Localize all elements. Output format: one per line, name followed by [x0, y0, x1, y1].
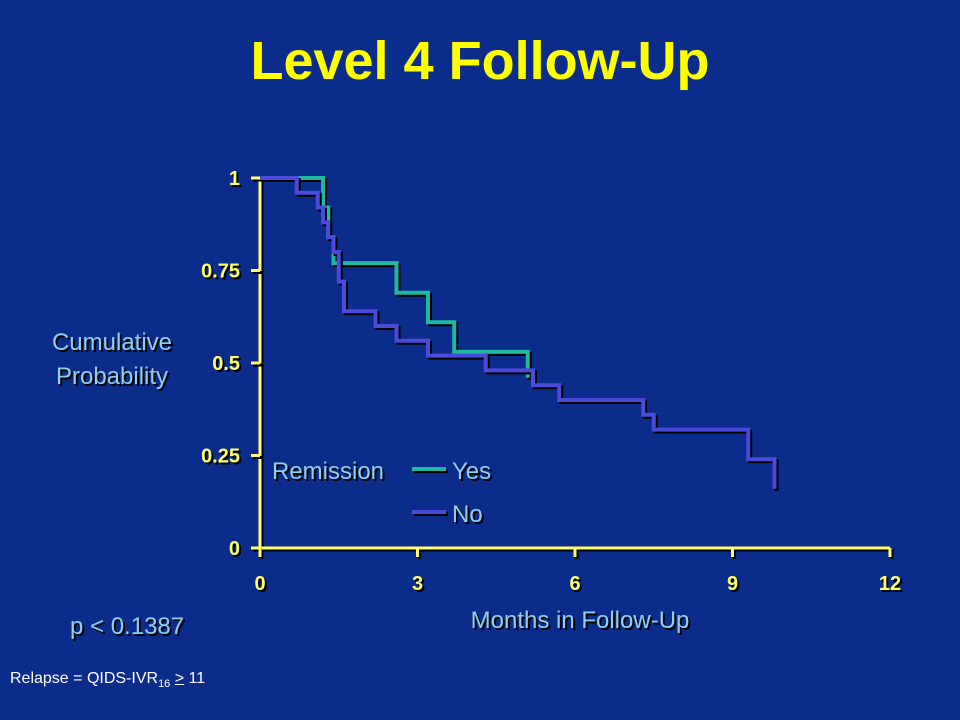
- x-tick-label-text: 12: [879, 573, 901, 595]
- legend-label-no-shadow: No: [454, 503, 485, 530]
- x-tick-label-shadow: 6: [571, 575, 582, 597]
- y-tick-label-shadow: 0.25: [203, 448, 242, 470]
- y-tick-label: 0.750.75: [201, 261, 242, 285]
- axes: [251, 176, 894, 559]
- x-axis-title-shadow: Months in Follow-Up: [473, 609, 692, 636]
- y-tick-label-shadow: 0.75: [203, 263, 242, 285]
- legend-label-no-text: No: [452, 501, 483, 528]
- y-tick-label-text: 0: [229, 538, 240, 560]
- footnote-suffix: 11: [184, 670, 206, 687]
- p-value-annotation-shadow: p < 0.1387: [72, 615, 186, 642]
- y-tick-label-text: 0.5: [212, 353, 240, 375]
- y-tick-label-text: 0.25: [201, 446, 240, 468]
- y-tick-label: 00: [229, 538, 242, 562]
- x-tick-label-shadow: 12: [881, 575, 903, 597]
- x-tick-label-text: 6: [569, 573, 580, 595]
- legend-title-shadow: Remission: [274, 460, 386, 487]
- series-no-line: [260, 176, 777, 489]
- x-tick-label: 33: [412, 573, 425, 597]
- chart-title: Level 4 Follow-Up: [250, 31, 710, 91]
- y-axis-title-line1-text: Cumulative: [52, 329, 172, 356]
- x-tick-label-shadow: 3: [414, 575, 425, 597]
- legend-title-text: Remission: [272, 458, 384, 485]
- y-tick-label-text: 1: [229, 168, 240, 190]
- y-tick-label: 11: [229, 168, 242, 192]
- y-axis-title-line2-text: Probability: [56, 363, 168, 390]
- x-tick-label-text: 0: [254, 573, 265, 595]
- series-lines: [260, 176, 779, 491]
- y-tick-label-shadow: 0: [231, 540, 242, 562]
- series-no-shadow: [262, 178, 779, 491]
- footnote: Relapse = QIDS-IVR16 > 11: [10, 670, 205, 690]
- legend-label-yes-shadow: Yes: [454, 460, 493, 487]
- p-value-annotation-text: p < 0.1387: [70, 613, 184, 640]
- y-tick-label: 0.50.5: [212, 353, 242, 377]
- y-tick-label: 0.250.25: [201, 446, 242, 470]
- y-axis-title-line1-shadow: Cumulative: [54, 331, 174, 358]
- x-tick-label: 99: [727, 573, 740, 597]
- x-tick-label: 66: [569, 573, 582, 597]
- y-tick-label-text: 0.75: [201, 261, 240, 283]
- footnote-prefix: Relapse = QIDS-IVR: [10, 670, 159, 687]
- x-tick-label-shadow: 0: [256, 575, 267, 597]
- footnote-operator: >: [174, 670, 185, 687]
- x-tick-label: 00: [254, 573, 267, 597]
- series-yes-line: [260, 176, 530, 378]
- x-tick-label-shadow: 9: [729, 575, 740, 597]
- y-tick-label-shadow: 1: [231, 170, 242, 192]
- y-tick-label-shadow: 0.5: [214, 355, 242, 377]
- y-axis-title-line2-shadow: Probability: [58, 365, 170, 392]
- x-tick-label-text: 3: [412, 573, 423, 595]
- x-tick-label-text: 9: [727, 573, 738, 595]
- legend-label-yes-text: Yes: [452, 458, 491, 485]
- x-axis-title-text: Months in Follow-Up: [471, 607, 690, 634]
- footnote-subscript: 16: [158, 678, 171, 691]
